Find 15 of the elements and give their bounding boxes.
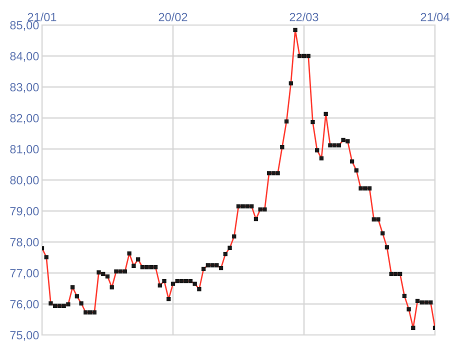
x-tick-label: 21/04 <box>420 12 450 22</box>
y-tick-label: 81,00 <box>10 145 39 155</box>
x-tick-label: 20/02 <box>158 12 188 22</box>
x-tick-label: 21/01 <box>28 12 56 22</box>
y-tick-label: 82,00 <box>10 114 39 124</box>
y-tick-label: 75,00 <box>10 331 39 341</box>
y-tick-label: 78,00 <box>10 238 39 248</box>
y-tick-label: 85,00 <box>10 21 39 31</box>
x-tick-label: 22/03 <box>290 12 318 22</box>
y-tick-label: 76,00 <box>10 300 39 310</box>
y-tick-label: 80,00 <box>10 176 39 186</box>
y-tick-label: 84,00 <box>10 52 39 62</box>
y-tick-label: 83,00 <box>10 83 39 93</box>
y-tick-label: 77,00 <box>10 269 39 279</box>
y-tick-label: 79,00 <box>10 207 39 217</box>
